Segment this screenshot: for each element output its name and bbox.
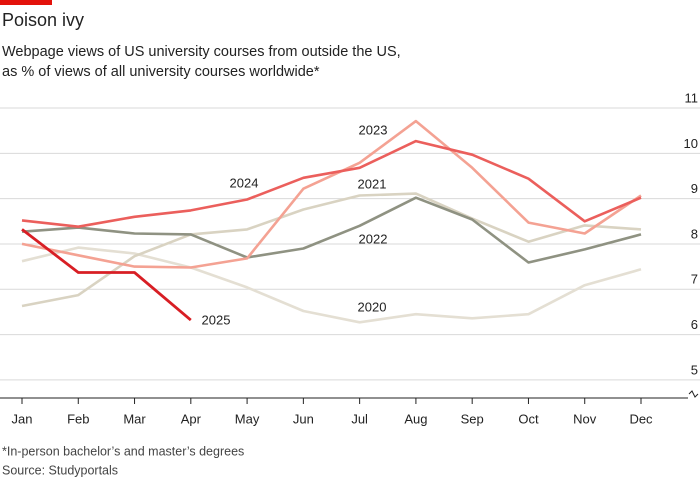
y-tick-label: 6 [691,317,698,332]
series-label: 2020 [358,299,387,314]
series-line [21,196,642,264]
source: Source: Studyportals [2,463,118,477]
x-tick-label: Nov [573,411,597,426]
x-tick-label: Feb [67,411,89,426]
y-tick-label: 7 [691,272,698,287]
chart-title: Poison ivy [2,10,84,30]
y-tick-label: 9 [691,181,698,196]
series-label: 2024 [230,175,259,190]
x-tick-label: Mar [123,411,146,426]
series-line [21,246,642,324]
x-tick-label: Apr [181,411,202,426]
x-tick-label: May [235,411,260,426]
x-tick-label: Oct [518,411,539,426]
series-line [21,192,642,308]
brand-bar [0,0,52,5]
series-line [21,119,642,269]
series-line [21,228,192,322]
series-label: 2021 [358,176,387,191]
x-tick-label: Sep [461,411,484,426]
x-tick-label: Jun [293,411,314,426]
subtitle: as % of views of all university courses … [2,64,320,80]
x-tick-label: Jan [12,411,33,426]
series-label: 2025 [202,312,231,327]
x-tick-label: Jul [351,411,368,426]
y-tick-label: 11 [685,90,699,105]
series-label: 2023 [359,122,388,137]
axis-break [688,390,699,398]
series-line [21,139,642,228]
series-label: 2022 [359,231,388,246]
y-tick-label: 5 [691,362,698,377]
y-tick-label: 8 [691,226,698,241]
x-tick-label: Dec [629,411,653,426]
x-tick-label: Aug [404,411,427,426]
footnote: *In-person bachelor’s and master’s degre… [2,444,244,458]
y-tick-label: 10 [684,136,698,151]
subtitle: Webpage views of US university courses f… [2,44,401,60]
